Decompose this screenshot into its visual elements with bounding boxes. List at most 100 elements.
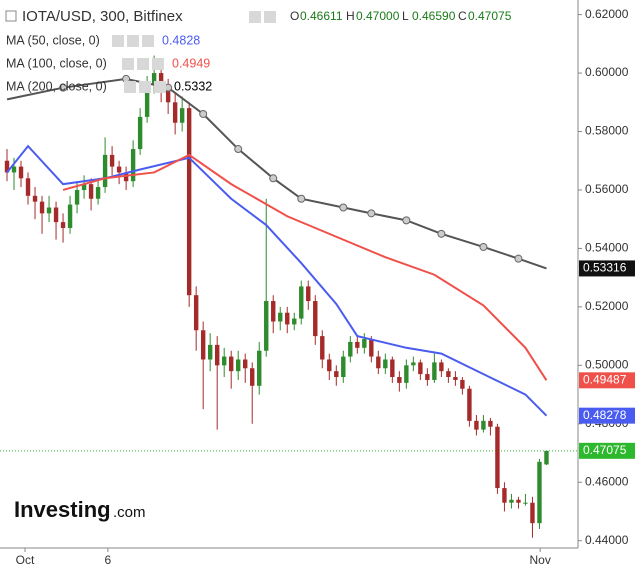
y-tick-label: 0.58000	[585, 124, 629, 138]
ohlc-key: C	[458, 9, 467, 23]
y-tick-label: 0.62000	[585, 7, 629, 21]
legend-name: MA (100, close, 0)	[6, 56, 107, 70]
candle-body	[432, 362, 437, 380]
y-tick-label: 0.56000	[585, 182, 629, 196]
legend-icon[interactable]	[137, 58, 149, 70]
candle-body	[397, 377, 402, 383]
legend-icon[interactable]	[142, 35, 154, 47]
price-tag	[579, 442, 635, 459]
legend-icon[interactable]	[124, 81, 136, 93]
y-tick-label: 0.50000	[585, 358, 629, 372]
candle-body	[137, 116, 143, 150]
y-tick-label: 0.52000	[585, 299, 629, 313]
candle-body	[144, 84, 150, 117]
legend-icon[interactable]	[154, 81, 166, 93]
candle-body	[186, 108, 192, 296]
candle-body	[334, 371, 339, 378]
legend-icon[interactable]	[112, 35, 124, 47]
y-tick-label: 0.54000	[585, 241, 629, 255]
collapse-icon[interactable]	[5, 10, 17, 22]
candle-body	[11, 166, 17, 173]
candle-body	[32, 195, 38, 202]
candle-body	[348, 341, 353, 357]
candle-body	[207, 344, 213, 360]
ohlc-value: 0.47075	[468, 9, 512, 23]
candle-body	[425, 374, 430, 380]
price-tag-label: 0.48278	[583, 408, 627, 422]
candle-body	[158, 73, 164, 88]
candle-body	[123, 172, 129, 182]
candle-body	[362, 339, 367, 348]
candle-body	[236, 359, 241, 372]
candle-body	[250, 368, 255, 386]
header-icon[interactable]	[249, 11, 261, 23]
watermark: Investing .com	[14, 497, 146, 522]
ohlc-key: O	[290, 9, 299, 23]
candle-body	[130, 149, 136, 182]
candle-body	[243, 359, 248, 369]
candle-body	[285, 312, 290, 325]
candle-body	[39, 201, 45, 214]
legend-icon[interactable]	[122, 58, 134, 70]
candle-body	[320, 336, 325, 360]
candle-body	[341, 356, 346, 378]
ohlc-value: 0.46590	[412, 9, 456, 23]
candle-body	[299, 286, 304, 319]
candle-body	[467, 388, 472, 421]
candle-body	[229, 356, 234, 372]
legend-value: 0.4828	[162, 33, 200, 47]
ohlc-value: 0.46611	[300, 9, 343, 23]
candle-body	[257, 350, 262, 386]
candle-body	[544, 450, 549, 465]
candle-body	[271, 301, 276, 322]
ma-dot	[437, 229, 446, 238]
ma-dot	[297, 194, 306, 203]
ma-dot	[269, 174, 278, 183]
price-tag-label: 0.47075	[583, 443, 627, 457]
candle-body	[313, 301, 318, 337]
y-tick-label: 0.46000	[585, 474, 629, 488]
y-tick-label: 0.44000	[585, 533, 629, 547]
candle-body	[495, 426, 500, 489]
candle-body	[418, 362, 423, 375]
candle-body	[102, 154, 108, 188]
candle-body	[376, 356, 381, 369]
candle-body	[446, 371, 451, 378]
legend-icon[interactable]	[127, 35, 139, 47]
legend-icon[interactable]	[139, 81, 151, 93]
candle-body	[523, 502, 528, 504]
candle-body	[411, 362, 416, 366]
header-icon[interactable]	[264, 11, 276, 23]
legend-icon[interactable]	[152, 58, 164, 70]
candle-body	[278, 312, 283, 322]
ma-dot	[59, 83, 68, 92]
ohlc-header: O 0.46611 H 0.47000 L 0.46590 C 0.47075	[249, 9, 512, 23]
candle-body	[88, 184, 94, 199]
candle-body	[509, 499, 514, 503]
candle-body	[221, 356, 227, 366]
candle-body	[53, 207, 59, 223]
candle-body	[18, 166, 24, 179]
candle-body	[25, 178, 31, 196]
ma-line	[6, 144, 548, 417]
candle-body	[179, 108, 185, 123]
watermark-domain: .com	[113, 504, 146, 521]
legend-value: 0.4949	[172, 56, 210, 70]
ma-dot	[339, 203, 348, 212]
price-tag	[579, 407, 635, 424]
price-tag	[579, 260, 635, 277]
candle-body	[151, 73, 157, 85]
price-tag-label: 0.49487	[583, 372, 627, 386]
candle-body	[369, 339, 374, 357]
candle-body	[4, 160, 10, 173]
candle-body	[390, 359, 395, 378]
candle-body	[60, 222, 66, 228]
x-tick-label: Nov	[529, 553, 550, 567]
ma-line	[62, 153, 548, 381]
price-tag-label: 0.53316	[583, 261, 627, 275]
candle-body	[193, 295, 199, 331]
candle-body	[306, 286, 311, 302]
legend-name: MA (50, close, 0)	[6, 33, 100, 47]
y-tick-label: 0.60000	[585, 65, 629, 79]
